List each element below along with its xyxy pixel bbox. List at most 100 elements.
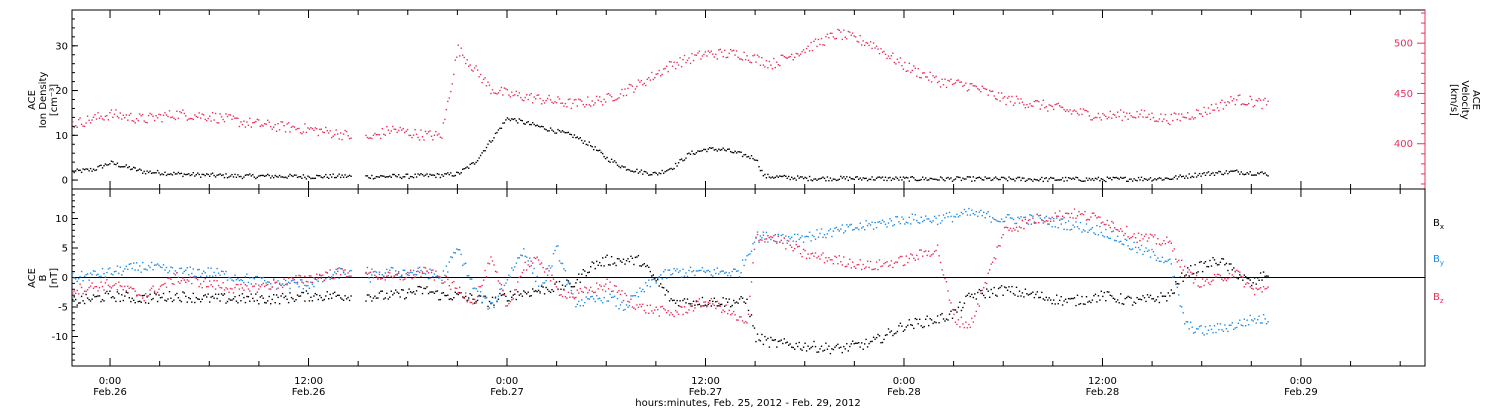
data-point — [296, 294, 299, 296]
data-point — [564, 270, 567, 272]
data-point — [347, 275, 349, 278]
data-point — [1197, 174, 1199, 177]
data-point — [292, 175, 294, 178]
data-point — [1222, 279, 1225, 282]
data-point — [275, 130, 278, 132]
data-point — [539, 126, 541, 128]
data-point — [482, 150, 485, 152]
data-point — [549, 280, 552, 282]
data-point — [1008, 229, 1010, 231]
data-point — [281, 292, 284, 295]
data-point — [649, 270, 651, 273]
data-point — [460, 292, 462, 294]
data-point — [600, 100, 602, 103]
data-point — [813, 40, 815, 42]
data-point — [393, 173, 395, 176]
data-point — [417, 267, 419, 269]
data-point — [910, 253, 912, 255]
data-point — [1215, 103, 1217, 105]
data-point — [911, 69, 913, 72]
data-point — [799, 252, 802, 255]
data-point — [453, 175, 455, 177]
data-point — [390, 290, 392, 292]
data-point — [1240, 276, 1242, 278]
data-point — [369, 281, 372, 283]
data-point — [1066, 179, 1068, 182]
data-point — [902, 176, 905, 178]
data-point — [91, 170, 93, 172]
data-point — [1003, 96, 1006, 98]
data-point — [1190, 271, 1192, 273]
data-point — [944, 217, 946, 219]
data-point — [179, 267, 181, 270]
data-point — [548, 94, 550, 97]
data-point — [213, 174, 215, 177]
data-point — [618, 258, 620, 260]
data-point — [164, 269, 166, 271]
data-point — [317, 280, 319, 282]
data-point — [755, 340, 757, 343]
data-point — [518, 118, 520, 120]
data-point — [1133, 233, 1135, 235]
data-point — [1109, 177, 1111, 179]
data-point — [78, 293, 80, 295]
data-point — [1251, 284, 1253, 287]
data-point — [639, 171, 641, 173]
data-point — [858, 263, 860, 266]
data-point — [487, 262, 489, 264]
data-point — [551, 265, 553, 267]
data-point — [1218, 329, 1220, 331]
data-point — [128, 166, 130, 168]
data-point — [941, 220, 943, 222]
data-point — [1069, 177, 1071, 179]
data-point — [520, 275, 522, 278]
data-point — [1149, 233, 1152, 235]
data-point — [1145, 178, 1147, 180]
data-point — [990, 288, 992, 291]
data-point — [91, 298, 93, 300]
data-point — [1027, 294, 1030, 296]
data-point — [220, 116, 223, 118]
data-point — [1158, 177, 1161, 179]
data-point — [1050, 299, 1052, 301]
data-point — [1154, 178, 1156, 180]
data-point — [777, 176, 779, 178]
data-point — [989, 296, 991, 298]
data-point — [883, 221, 885, 223]
data-point — [844, 230, 846, 232]
data-point — [947, 79, 949, 82]
data-point — [1213, 273, 1216, 276]
data-point — [744, 153, 747, 156]
data-point — [1239, 319, 1241, 321]
density-tick-label: 20 — [55, 86, 68, 97]
data-point — [1063, 180, 1065, 182]
data-point — [1099, 216, 1101, 218]
data-point — [203, 270, 205, 272]
data-point — [110, 296, 113, 299]
data-point — [1178, 294, 1180, 296]
data-point — [83, 302, 86, 305]
data-point — [211, 275, 214, 277]
data-point — [481, 81, 483, 84]
data-point — [901, 65, 903, 67]
data-point — [555, 281, 558, 283]
data-point — [537, 285, 540, 287]
data-point — [171, 116, 174, 118]
data-point — [332, 173, 334, 175]
data-point — [347, 175, 349, 177]
data-point — [564, 132, 567, 134]
data-point — [76, 280, 78, 283]
data-point — [738, 58, 741, 60]
data-point — [688, 269, 690, 272]
data-point — [299, 132, 302, 134]
data-point — [331, 277, 333, 279]
data-point — [835, 179, 838, 182]
data-point — [341, 174, 343, 176]
data-point — [1148, 237, 1150, 239]
data-point — [1139, 113, 1141, 115]
data-point — [996, 220, 998, 222]
data-point — [932, 253, 934, 255]
data-point — [770, 238, 772, 241]
data-point — [1140, 244, 1143, 247]
data-point — [869, 41, 872, 43]
